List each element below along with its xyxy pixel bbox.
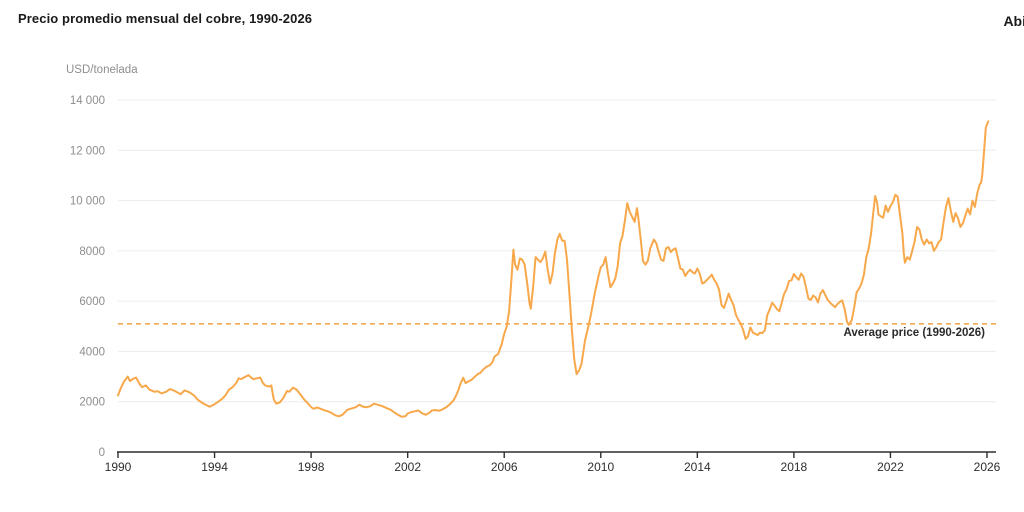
x-tick-label: 2022 <box>877 460 904 474</box>
y-tick-label: 6000 <box>79 296 105 308</box>
x-tick-label: 2006 <box>491 460 518 474</box>
x-tick-label: 2010 <box>587 460 614 474</box>
chart-title: Precio promedio mensual del cobre, 1990-… <box>18 11 313 26</box>
x-tick-label: 1994 <box>201 460 228 474</box>
y-tick-label: 12 000 <box>70 145 105 157</box>
x-tick-label: 2002 <box>394 460 421 474</box>
x-tick-label: 2026 <box>974 460 1001 474</box>
x-tick-label: 1990 <box>105 460 132 474</box>
y-tick-label: 14 000 <box>70 95 105 107</box>
average-price-label: Average price (1990-2026) <box>843 327 986 339</box>
x-axis <box>117 451 996 458</box>
y-tick-label: 10 000 <box>70 196 105 208</box>
price-line <box>117 120 990 418</box>
y-tick-labels: 0 2000 4000 6000 8000 10 000 12 000 14 000 <box>70 95 105 459</box>
y-axis-unit-label: USD/tonelada <box>66 64 138 76</box>
top-right-truncated-label[interactable]: Abi <box>1003 13 1024 29</box>
y-tick-label: 2000 <box>79 397 105 409</box>
y-tick-label: 0 <box>99 447 105 459</box>
copper-price-polyline <box>117 120 990 418</box>
x-tick-label: 2014 <box>684 460 711 474</box>
x-tick-label: 1998 <box>298 460 325 474</box>
x-tick-labels: 1990 1994 1998 2002 2006 2010 2014 2018 2022 2026 <box>105 460 1001 474</box>
y-tick-label: 8000 <box>79 246 105 258</box>
x-tick-label: 2018 <box>781 460 808 474</box>
y-tick-label: 4000 <box>79 346 105 358</box>
y-gridlines <box>118 99 996 403</box>
